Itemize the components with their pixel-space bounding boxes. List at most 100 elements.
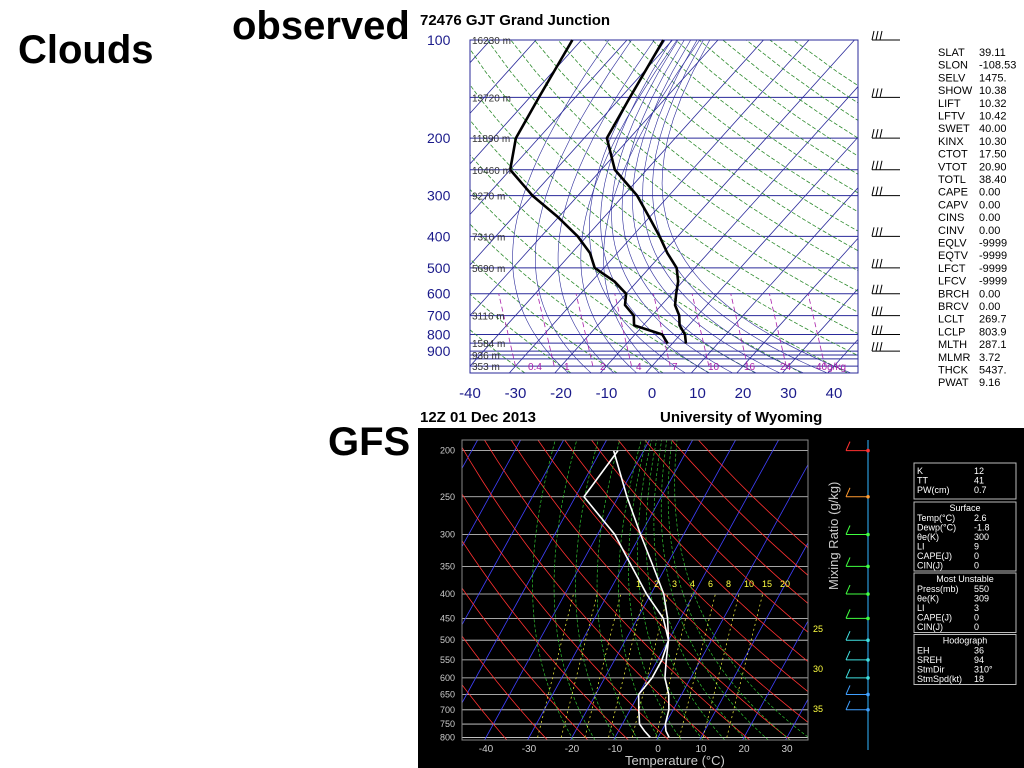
observed-dry-adiabat [510,40,858,313]
observed-mixing-label: 0.4 [528,362,542,373]
observed-wind-barb-flag [871,129,875,139]
gfs-summary-name: PW(cm) [917,485,950,495]
observed-date-label: 12Z 01 Dec 2013 [420,409,536,426]
observed-pressure-label: 400 [427,228,451,244]
observed-mixing-label: 4 [636,362,642,373]
observed-x-tick: 30 [780,385,797,402]
observed-index-value: 0.00 [979,288,1000,300]
observed-wind-barb-flag [879,129,883,139]
observed-index-value: 287.1 [979,339,1007,351]
gfs-wind-barb-dot [866,448,870,453]
gfs-pressure-label: 800 [440,732,455,742]
observed-index-value: 269.7 [979,314,1007,326]
observed-index-name: CINV [938,225,965,237]
observed-height-label: 13720 m [472,93,511,104]
gfs-dry-adiabat [617,440,808,633]
gfs-hodograph-name: EH [917,646,930,656]
gfs-isotherm [742,620,808,740]
gfs-x-tick: 0 [655,744,661,755]
observed-index-name: VTOT [938,161,967,173]
observed-dry-adiabat [698,40,858,157]
observed-x-tick: 0 [648,385,656,402]
gfs-mixing-ratio-line [655,593,693,738]
observed-mixing-ratio-line [614,293,632,367]
gfs-isotherm [227,440,392,740]
slide-title-gfs: GFS [328,420,411,464]
gfs-wind-barb-dot [866,638,870,642]
observed-wind-barb-flag [879,30,883,41]
observed-mixing-label: 10 [708,362,720,373]
gfs-moist-adiabat [532,440,574,740]
observed-index-value: 9.16 [979,377,1000,389]
observed-index-name: BRCV [938,301,969,313]
gfs-traces [582,450,670,738]
observed-index-value: 5437. [979,365,1007,377]
slide-title-clouds: Clouds [18,28,154,72]
observed-wind-barb-flag [871,88,875,98]
observed-dry-adiabat [470,329,526,373]
observed-isotherm [145,40,445,373]
gfs-wind-barb-flag [845,700,851,711]
observed-dry-adiabat [651,40,858,194]
gfs-most-unstable-header: Most Unstable [936,574,994,584]
gfs-hodograph-value: 310° [974,665,993,675]
observed-index-value: 803.9 [979,326,1007,338]
observed-wind-barb-flag [875,129,879,139]
observed-index-value: 3.72 [979,352,1000,364]
observed-index-value: 38.40 [979,174,1007,186]
observed-height-label: 353 m [472,362,500,373]
gfs-isotherm [484,440,650,740]
gfs-pressure-label: 550 [440,655,455,665]
observed-height-label: 1584 m [472,339,505,350]
gfs-surface-name: CAPE(J) [917,551,952,561]
gfs-moist-adiabat [618,440,660,740]
gfs-wind-barbs [845,440,870,750]
observed-wind-barb-flag [871,258,875,269]
gfs-summary-value: 12 [974,466,984,476]
gfs-wind-barb-flag [845,487,851,497]
observed-isotherm [470,40,537,114]
gfs-wind-barb-flag [845,685,851,695]
observed-dry-adiabat [470,48,858,356]
observed-isotherm [736,237,858,373]
gfs-most-unstable-value: 0 [974,613,979,623]
gfs-side-number: 35 [813,704,823,714]
gfs-mixing-ratio-line [631,593,669,738]
observed-traces [508,39,688,345]
observed-wind-barb-flag [879,186,883,196]
gfs-mixing-ratio-line [679,593,716,738]
observed-index-value: -108.53 [979,60,1016,72]
observed-index-name: CTOT [938,149,968,161]
observed-dry-adiabat [470,84,848,373]
observed-index-value: 0.00 [979,187,1000,199]
gfs-moist-adiabat [637,440,704,740]
gfs-moist-adiabat [645,440,726,740]
observed-x-tick: 10 [689,385,706,402]
observed-mixing-label: 2 [600,362,606,373]
observed-index-name: BRCH [938,288,969,300]
observed-wind-barb-flag [879,306,883,316]
observed-height-label: 7310 m [472,232,505,243]
gfs-most-unstable-value: 309 [974,594,989,604]
observed-index-name: CAPV [938,199,969,211]
gfs-pressure-label: 300 [440,530,455,540]
gfs-isotherm [462,440,478,470]
gfs-wind-barb-flag [845,584,851,595]
gfs-surface-value: 300 [974,532,989,542]
observed-moist-adiabat [535,40,632,373]
observed-x-tick: 20 [735,385,752,402]
gfs-dry-adiabat [462,493,670,740]
gfs-mixing-ratio-line [726,593,764,738]
observed-moist-adiabat [580,40,678,373]
gfs-plot-frame [461,439,809,741]
gfs-x-axis-title: Temperature (°C) [625,753,725,768]
observed-index-name: LCLP [938,326,966,338]
observed-plot-frame [469,39,859,374]
observed-isotherm [470,40,719,317]
gfs-temperature-trace [612,450,670,738]
gfs-pressure-label: 750 [440,719,455,729]
gfs-mixing-ratio-line [584,593,622,738]
observed-x-tick: -10 [596,385,618,402]
gfs-wind-barb-flag [845,557,851,567]
